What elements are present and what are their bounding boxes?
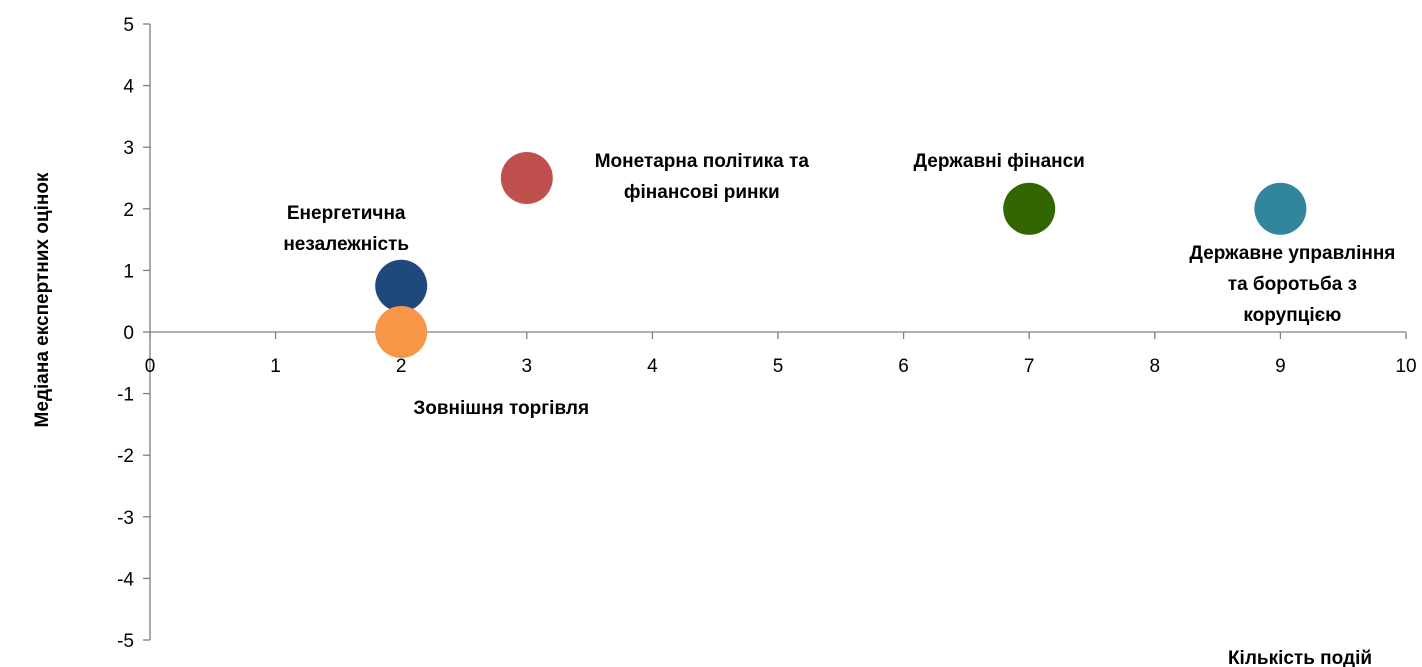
data-point	[375, 306, 427, 358]
point-label: Енергетична незалежність	[283, 203, 409, 255]
point-label-line: та боротьба з	[1228, 274, 1357, 295]
y-axis-title: Медіана експертних оцінок	[32, 172, 53, 427]
x-tick-label: 8	[1150, 356, 1161, 377]
x-tick-label: 10	[1395, 356, 1416, 377]
point-label: Монетарна політика та фінансові ринки	[595, 151, 810, 203]
data-point	[375, 260, 427, 312]
y-tick-label: -4	[117, 569, 134, 590]
point-label-line: незалежність	[283, 234, 409, 255]
data-points	[375, 152, 1306, 358]
axes: -5 -4 -3 -2 -1 0 1 2 3 4 5 0 1 2 3 4 5 6 7 8 9 10	[117, 15, 1416, 652]
y-tick-label: 5	[123, 15, 134, 36]
y-tick-label: 0	[123, 323, 134, 344]
y-tick-label: 4	[123, 77, 134, 98]
x-tick-label: 5	[773, 356, 784, 377]
y-tick-label: 1	[123, 261, 134, 282]
point-label-line: Державні фінанси	[914, 151, 1085, 172]
x-tick-label: 0	[145, 356, 156, 377]
data-point	[501, 152, 553, 204]
x-tick-label: 9	[1275, 356, 1286, 377]
x-tick-label: 6	[898, 356, 909, 377]
point-label-line: корупцією	[1243, 305, 1341, 326]
x-tick-label: 7	[1024, 356, 1035, 377]
data-point	[1003, 183, 1055, 235]
point-label-line: Державне управління	[1189, 243, 1395, 264]
point-label: Державне управління та боротьба з корупціє…	[1189, 243, 1395, 326]
point-label: Зовнішня торгівля	[413, 398, 589, 419]
data-point	[1254, 183, 1306, 235]
x-tick-label: 1	[270, 356, 281, 377]
x-tick-label: 3	[522, 356, 533, 377]
point-label-line: Монетарна політика та	[595, 151, 810, 172]
y-tick-label: 3	[123, 138, 134, 159]
y-tick-label: -5	[117, 631, 134, 652]
x-axis-title: Кількість подій	[1228, 648, 1372, 667]
y-tick-label: -2	[117, 446, 134, 467]
point-labels: Енергетична незалежність Зовнішня торгівля…	[283, 151, 1395, 419]
point-label-line: Зовнішня торгівля	[413, 398, 589, 419]
point-label-line: фінансові ринки	[624, 182, 780, 203]
point-label-line: Енергетична	[287, 203, 406, 224]
y-tick-label: -3	[117, 508, 134, 529]
x-tick-label: 4	[647, 356, 658, 377]
y-tick-label: -1	[117, 385, 134, 406]
y-tick-label: 2	[123, 200, 134, 221]
point-label: Державні фінанси	[914, 151, 1085, 172]
x-tick-label: 2	[396, 356, 407, 377]
